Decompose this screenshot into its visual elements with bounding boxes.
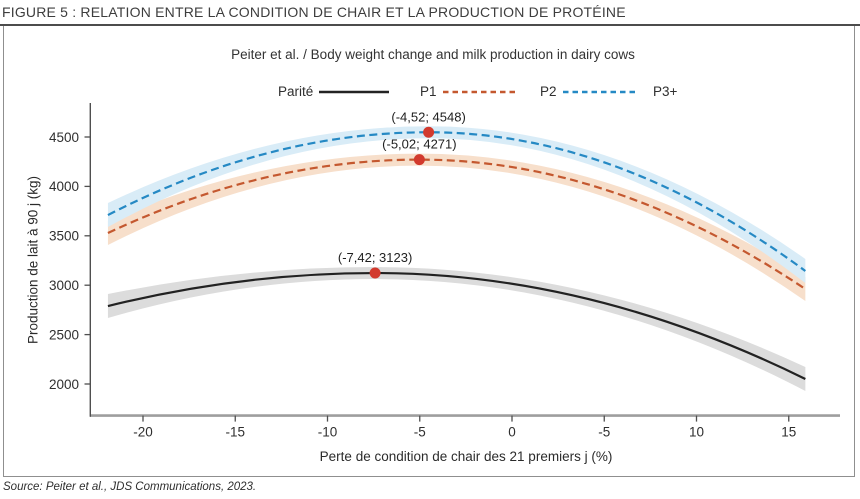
peak-label-black-solid-curve: (-7,42; 3123) — [338, 250, 412, 265]
source-note: Source: Peiter et al., JDS Communication… — [3, 481, 257, 493]
x-axis-title: Perte de condition de chair des 21 premi… — [319, 449, 613, 464]
legend-line-sample — [319, 90, 390, 93]
title-underline — [0, 24, 860, 26]
y-tick-label: 3500 — [49, 229, 79, 244]
x-tick-label: 10 — [689, 425, 704, 440]
legend-item-p2: P2 — [540, 83, 635, 100]
x-tick-label: 15 — [781, 425, 796, 440]
peak-label-orange-dashed-curve: (-5,02; 4271) — [382, 137, 456, 152]
ci-band-black-solid-curve — [107, 267, 806, 391]
legend-item-p1: P1 — [420, 83, 515, 100]
series-blue-dashed-curve — [107, 131, 807, 272]
legend-label: P3+ — [653, 84, 678, 99]
legend-item-p3: P3+ — [653, 83, 677, 100]
legend-line-sample — [562, 90, 635, 93]
legend-item-parit: Parité — [278, 83, 390, 100]
y-axis-title: Production de lait à 90 j (kg) — [25, 175, 41, 345]
peak-marker-black-solid-curve — [369, 267, 381, 279]
legend-label: Parité — [278, 84, 314, 99]
peak-marker-orange-dashed-curve — [413, 154, 425, 166]
series-orange-dashed-curve — [107, 158, 806, 290]
figure-title: FIGURE 5 : RELATION ENTRE LA CONDITION D… — [2, 4, 626, 20]
legend-label: P1 — [420, 84, 437, 99]
series-black-solid-curve — [107, 271, 806, 380]
x-tick-label: -10 — [318, 425, 338, 440]
legend-label: P2 — [540, 84, 557, 99]
chart-legend: Parité P1 P2 P3+ — [0, 83, 860, 100]
y-tick-label: 2000 — [49, 377, 79, 392]
ci-band-blue-dashed-curve — [107, 126, 806, 283]
x-tick-label: -20 — [133, 425, 153, 440]
chart-subtitle: Peiter et al. / Body weight change and m… — [231, 47, 635, 62]
legend-line-sample — [442, 90, 515, 93]
x-tick-label: -5 — [598, 425, 610, 440]
x-tick-label: -15 — [225, 425, 245, 440]
y-tick-label: 3000 — [49, 278, 79, 293]
x-tick-label: -5 — [414, 425, 426, 440]
y-tick-label: 4500 — [49, 130, 79, 145]
chart-box — [3, 26, 855, 477]
peak-label-blue-dashed-curve: (-4,52; 4548) — [391, 109, 465, 124]
y-tick-label: 4000 — [49, 179, 79, 194]
y-tick-label: 2500 — [49, 327, 79, 342]
x-tick-label: 0 — [508, 425, 516, 440]
peak-marker-blue-dashed-curve — [423, 126, 435, 138]
